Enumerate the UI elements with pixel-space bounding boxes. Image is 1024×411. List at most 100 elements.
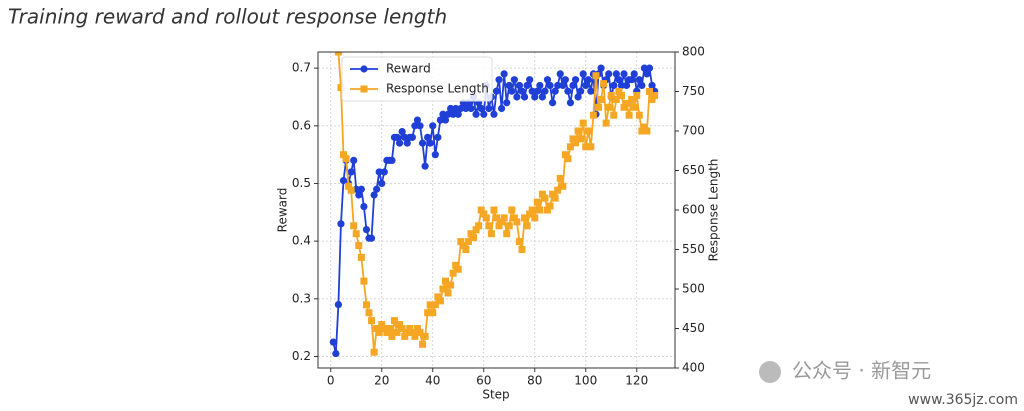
marker (383, 328, 391, 336)
marker (544, 206, 551, 214)
marker (398, 325, 406, 332)
marker (561, 151, 569, 159)
marker (424, 309, 432, 317)
marker (592, 72, 600, 80)
marker (449, 269, 457, 277)
marker (569, 81, 577, 90)
chart-title: Training reward and rollout response len… (8, 5, 447, 29)
y-tick-label: 0.2 (292, 349, 311, 363)
marker (487, 230, 495, 238)
marker (577, 87, 585, 95)
marker (413, 116, 422, 124)
marker (367, 234, 376, 242)
marker (612, 95, 620, 103)
marker (498, 218, 506, 226)
y2-axis-label: Response Length (707, 159, 721, 262)
marker (334, 52, 342, 56)
marker (416, 328, 424, 336)
marker (362, 226, 371, 234)
marker (510, 214, 518, 222)
watermark: 公众号 · 新智元 (792, 359, 931, 383)
marker (360, 277, 368, 285)
marker (337, 220, 345, 228)
marker (584, 76, 592, 84)
marker (388, 332, 396, 340)
marker (447, 104, 455, 113)
y2-tick-label: 500 (682, 282, 705, 296)
marker (495, 222, 503, 230)
marker (520, 93, 529, 101)
marker (480, 110, 488, 118)
marker (643, 127, 651, 135)
marker (380, 325, 388, 332)
marker (541, 87, 549, 95)
marker (347, 186, 355, 194)
marker (500, 70, 508, 78)
x-tick-label: 60 (476, 374, 491, 388)
marker (595, 103, 602, 111)
marker (554, 186, 562, 194)
marker (462, 246, 470, 253)
marker (589, 111, 597, 119)
marker (444, 110, 452, 118)
marker (623, 99, 631, 107)
marker (421, 332, 429, 340)
marker (431, 151, 439, 159)
marker (600, 80, 608, 88)
marker (638, 127, 646, 135)
marker (396, 139, 404, 147)
marker (566, 99, 575, 107)
marker (447, 281, 455, 289)
marker (368, 317, 376, 325)
marker (546, 202, 554, 210)
y-axis-label: Reward (276, 188, 290, 233)
marker (342, 155, 350, 163)
marker (495, 76, 503, 84)
marker (551, 87, 559, 95)
marker (564, 155, 572, 163)
marker (533, 198, 541, 206)
marker (467, 104, 475, 113)
marker (429, 122, 437, 130)
marker (625, 111, 633, 119)
marker (531, 214, 539, 222)
marker (454, 265, 462, 273)
marker (643, 70, 651, 78)
marker (610, 111, 618, 119)
marker (429, 309, 437, 317)
x-tick-label: 20 (374, 374, 389, 388)
marker (380, 168, 388, 176)
marker (378, 179, 386, 188)
marker (503, 99, 511, 107)
marker (622, 81, 631, 90)
marker (436, 297, 444, 305)
marker (579, 70, 587, 78)
y2-tick-label: 550 (682, 242, 705, 256)
legend-marker (360, 85, 368, 93)
marker (620, 70, 628, 78)
marker (574, 127, 582, 135)
marker (493, 214, 500, 222)
watermark-icon (759, 361, 781, 383)
marker (452, 261, 460, 269)
marker (449, 110, 457, 118)
y2-tick-label: 400 (682, 361, 705, 375)
marker (513, 218, 521, 226)
marker (615, 76, 623, 84)
marker (508, 87, 516, 95)
marker (559, 81, 567, 90)
marker (436, 116, 444, 124)
marker (508, 206, 516, 214)
marker (536, 81, 544, 90)
marker (457, 238, 465, 246)
marker (477, 206, 485, 214)
marker (467, 230, 475, 238)
marker (523, 81, 531, 90)
plot-area (329, 52, 659, 358)
marker (617, 81, 626, 90)
marker (640, 64, 649, 72)
y2-tick-label: 450 (682, 321, 705, 335)
marker (401, 332, 409, 340)
y-tick-label: 0.6 (292, 118, 311, 132)
marker (505, 222, 513, 230)
